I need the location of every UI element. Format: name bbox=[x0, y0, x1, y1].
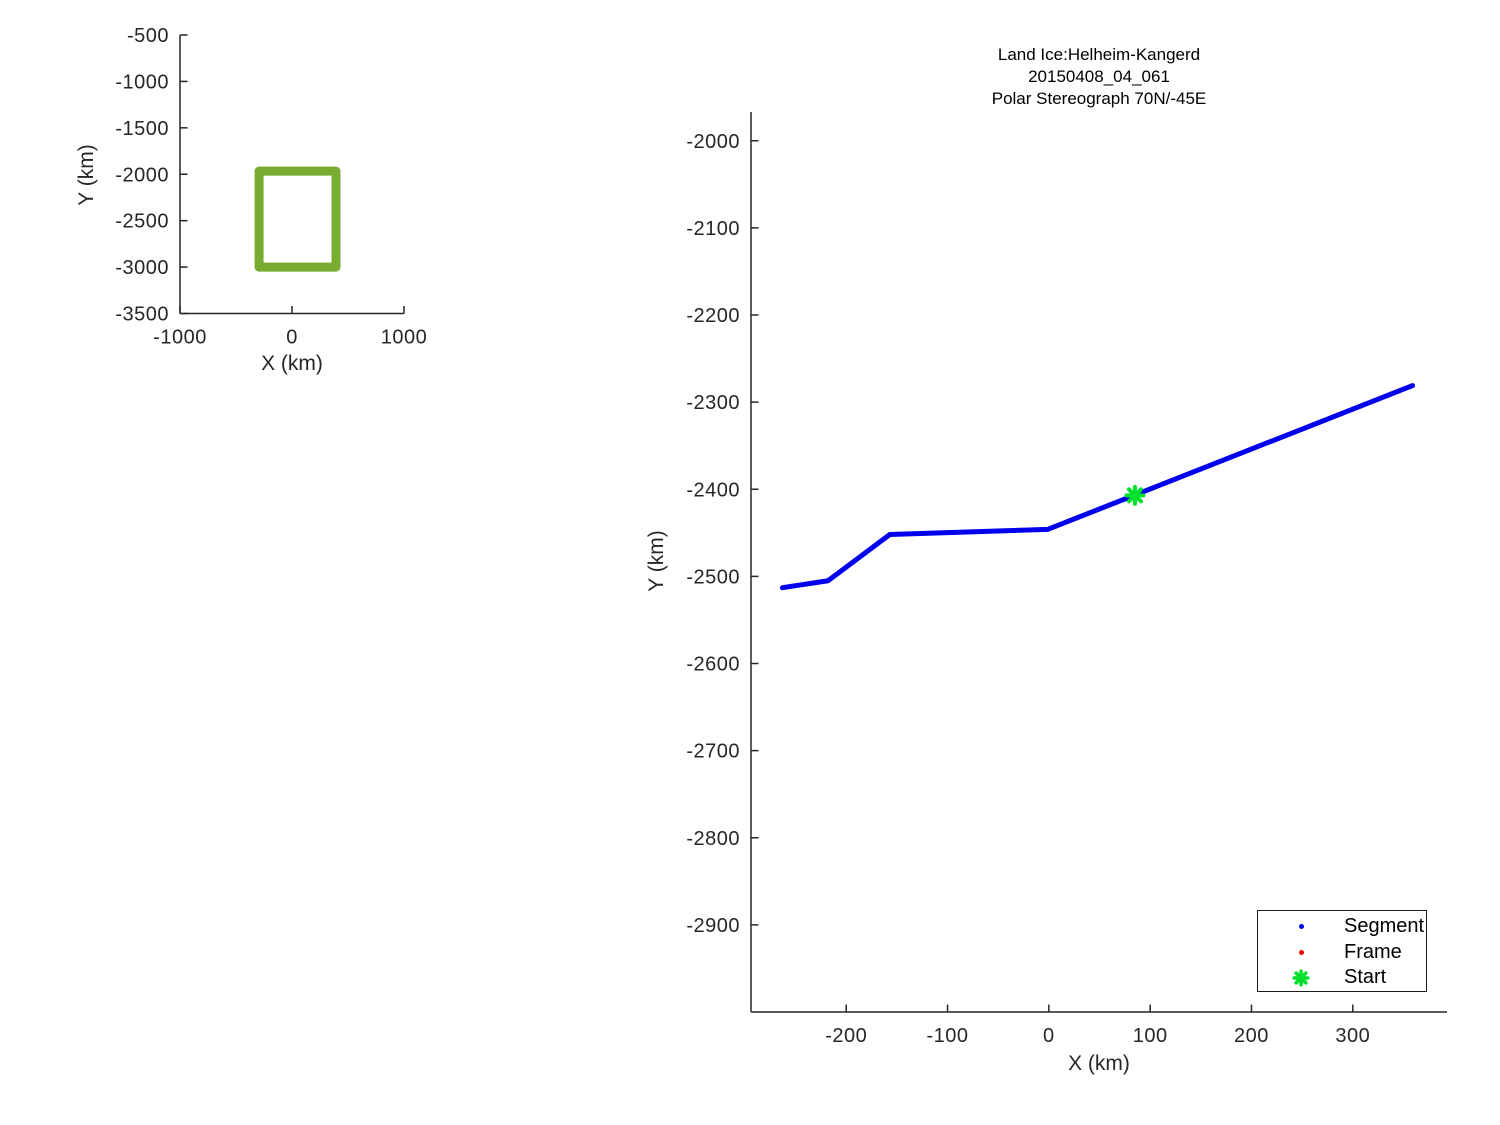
x-tick-label: 0 bbox=[286, 327, 298, 349]
segment-line-series bbox=[779, 383, 1416, 591]
y-tick-label: -3000 bbox=[115, 257, 169, 279]
frame-dot-icon bbox=[1298, 949, 1304, 955]
coverage-outline-series bbox=[254, 166, 341, 272]
title-line-1: Land Ice:Helheim-Kangerd bbox=[997, 45, 1201, 64]
y-tick-label: -1500 bbox=[115, 118, 169, 140]
legend-label-segment: Segment bbox=[1344, 915, 1425, 938]
segment-dot-icon bbox=[1298, 924, 1304, 930]
x-tick-label: 0 bbox=[1043, 1025, 1055, 1047]
y-tick-label: -2600 bbox=[686, 654, 740, 676]
legend-item-start: Start bbox=[1258, 965, 1426, 991]
x-tick-label: 300 bbox=[1335, 1025, 1370, 1047]
y-tick-label: -2100 bbox=[686, 218, 740, 240]
title-line-2: 20150408_04_061 bbox=[1028, 67, 1170, 86]
y-tick-label: -2500 bbox=[686, 566, 740, 588]
start-marker bbox=[1124, 484, 1146, 506]
y-tick-label: -2400 bbox=[686, 479, 740, 501]
title-line-3: Polar Stereograph 70N/-45E bbox=[991, 89, 1207, 108]
y-tick-label: -2000 bbox=[115, 164, 169, 186]
main-y-axis-label: Y (km) bbox=[645, 530, 668, 592]
y-tick-label: -2700 bbox=[686, 741, 740, 763]
x-tick-label: 200 bbox=[1234, 1025, 1269, 1047]
y-tick-label: -500 bbox=[127, 25, 169, 47]
x-tick-label: -100 bbox=[927, 1025, 969, 1047]
x-tick-label: 1000 bbox=[381, 327, 428, 349]
start-asterisk-icon bbox=[1292, 969, 1310, 987]
y-tick-label: -2800 bbox=[686, 828, 740, 850]
overview-y-axis-label: Y (km) bbox=[75, 144, 98, 206]
y-tick-label: -2200 bbox=[686, 305, 740, 327]
legend-item-segment: Segment bbox=[1258, 914, 1426, 940]
y-tick-label: -3500 bbox=[115, 304, 169, 326]
y-tick-label: -1000 bbox=[115, 71, 169, 93]
x-tick-label: -200 bbox=[825, 1025, 867, 1047]
main-x-axis-label: X (km) bbox=[1068, 1052, 1130, 1075]
x-tick-label: 100 bbox=[1133, 1025, 1168, 1047]
y-tick-label: -2500 bbox=[115, 211, 169, 233]
y-tick-label: -2000 bbox=[686, 131, 740, 153]
legend-label-frame: Frame bbox=[1344, 940, 1402, 963]
overview-x-axis-label: X (km) bbox=[261, 352, 323, 375]
y-tick-label: -2300 bbox=[686, 392, 740, 414]
legend-label-start: Start bbox=[1344, 966, 1387, 989]
legend: Segment Frame Start bbox=[1257, 910, 1427, 992]
y-tick-label: -2900 bbox=[686, 915, 740, 937]
legend-item-frame: Frame bbox=[1258, 940, 1426, 966]
main-plot-title: Land Ice:Helheim-Kangerd 20150408_04_061… bbox=[992, 44, 1207, 110]
x-tick-label: -1000 bbox=[153, 327, 207, 349]
